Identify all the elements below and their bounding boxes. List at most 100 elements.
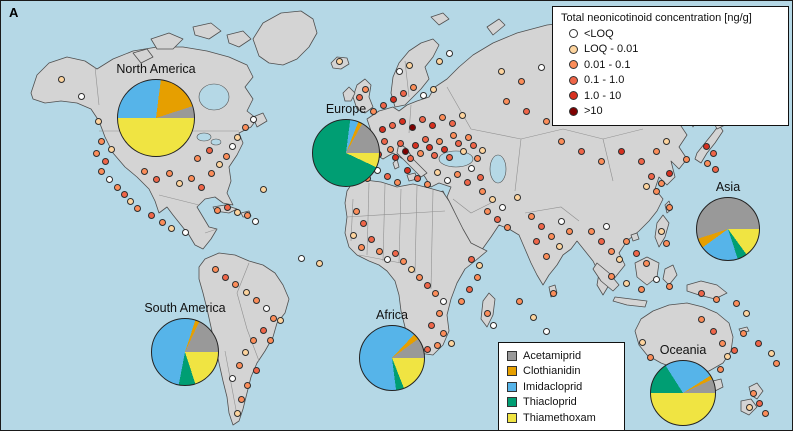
sample-site-dot [97, 137, 105, 145]
sample-site-dot [445, 49, 453, 57]
sample-site-dot [565, 227, 573, 235]
pesticide-swatch-square [507, 350, 517, 361]
sample-site-dot [419, 91, 427, 99]
sample-site-dot [732, 299, 740, 307]
sample-site-dot [120, 190, 128, 198]
sample-site-dot [697, 315, 705, 323]
sample-site-dot [597, 237, 605, 245]
sample-site-dot [443, 176, 451, 184]
region-pie-chart [650, 360, 716, 426]
sample-site-dot [427, 321, 435, 329]
sample-site-dot [213, 206, 221, 214]
pesticide-label: Thiacloprid [523, 396, 577, 409]
concentration-swatch-circle [569, 29, 578, 39]
sample-site-dot [454, 139, 462, 147]
sample-site-dot [252, 296, 260, 304]
sample-site-dot [395, 67, 403, 75]
sample-site-dot [478, 187, 486, 195]
sample-site-dot [622, 279, 630, 287]
sample-site-dot [665, 169, 673, 177]
sample-site-dot [126, 197, 134, 205]
sample-site-dot [723, 352, 731, 360]
island-newfoundland [252, 112, 268, 128]
sample-site-dot [515, 297, 523, 305]
caspian-sea [489, 154, 507, 184]
sample-site-dot [483, 309, 491, 317]
sample-site-dot [193, 154, 201, 162]
sample-site-dot [391, 153, 399, 161]
sample-site-dot [742, 309, 750, 317]
sample-site-dot [259, 326, 267, 334]
region-pie-chart [151, 318, 219, 386]
sample-site-dot [349, 231, 357, 239]
sample-site-dot [147, 211, 155, 219]
sample-site-dot [642, 182, 650, 190]
sample-site-dot [537, 222, 545, 230]
sample-site-dot [369, 107, 377, 115]
concentration-legend-title: Total neonicotinoid concentration [ng/g] [561, 12, 752, 24]
sample-site-dot [607, 247, 615, 255]
sample-site-dot [249, 336, 257, 344]
region-pie-chart [359, 325, 425, 391]
sample-site-dot [187, 174, 195, 182]
sample-site-dot [697, 289, 705, 297]
sample-site-dot [205, 146, 213, 154]
sample-site-dot [241, 123, 249, 131]
sample-site-dot [165, 169, 173, 177]
sample-site-dot [425, 143, 433, 151]
pesticide-label: Acetamiprid [523, 349, 582, 362]
region-label: Africa [376, 308, 408, 322]
sample-site-dot [438, 113, 446, 121]
sample-site-dot [435, 309, 443, 317]
sample-site-dot [222, 152, 230, 160]
sample-site-dot [94, 117, 102, 125]
sample-site-dot [359, 219, 367, 227]
sample-site-dot [712, 295, 720, 303]
island-svalbard [430, 12, 450, 26]
sample-site-dot [378, 125, 386, 133]
concentration-class-label: >10 [584, 105, 603, 118]
sample-site-dot [221, 273, 229, 281]
sample-site-dot [355, 93, 363, 101]
concentration-swatch-circle [569, 60, 578, 70]
sample-site-dot [405, 61, 413, 69]
sample-site-dot [467, 164, 475, 172]
sample-site-dot [642, 259, 650, 267]
sample-site-dot [401, 147, 409, 155]
sample-site-dot [375, 247, 383, 255]
sample-site-dot [215, 160, 223, 168]
sample-site-dot [703, 159, 711, 167]
sample-site-dot [231, 280, 239, 288]
sample-site-dot [113, 183, 121, 191]
legend-item: <LOQ [561, 26, 780, 42]
sample-site-dot [391, 249, 399, 257]
sample-site-dot [92, 149, 100, 157]
concentration-class-label: <LOQ [584, 27, 614, 40]
sample-site-dot [716, 365, 724, 373]
sample-site-dot [233, 133, 241, 141]
sample-site-dot [646, 353, 654, 361]
sample-site-dot [415, 273, 423, 281]
sample-site-dot [57, 75, 65, 83]
sample-site-dot [542, 252, 550, 260]
sample-site-dot [517, 77, 525, 85]
pesticide-label: Clothianidin [523, 365, 581, 378]
sample-site-dot [767, 349, 775, 357]
sample-site-dot [430, 151, 438, 159]
sample-site-dot [464, 133, 472, 141]
region-pie-chart [696, 197, 760, 261]
sample-site-dot [665, 282, 673, 290]
legend-item: Thiacloprid [507, 395, 616, 411]
sample-site-dot [532, 237, 540, 245]
pesticide-swatch-square [507, 366, 517, 377]
region-pie-chart [312, 119, 380, 187]
concentration-legend-items: <LOQ LOQ - 0.01 0.01 - 0.1 0.1 - 1.0 1.0 - 1… [561, 26, 780, 119]
region-label: North America [116, 62, 196, 76]
sample-site-dot [549, 289, 557, 297]
sample-site-dot [682, 155, 690, 163]
sample-site-dot [251, 217, 259, 225]
island-new-guinea [686, 280, 728, 300]
sample-site-dot [730, 346, 738, 354]
sample-site-dot [555, 242, 563, 250]
sample-site-dot [428, 121, 436, 129]
